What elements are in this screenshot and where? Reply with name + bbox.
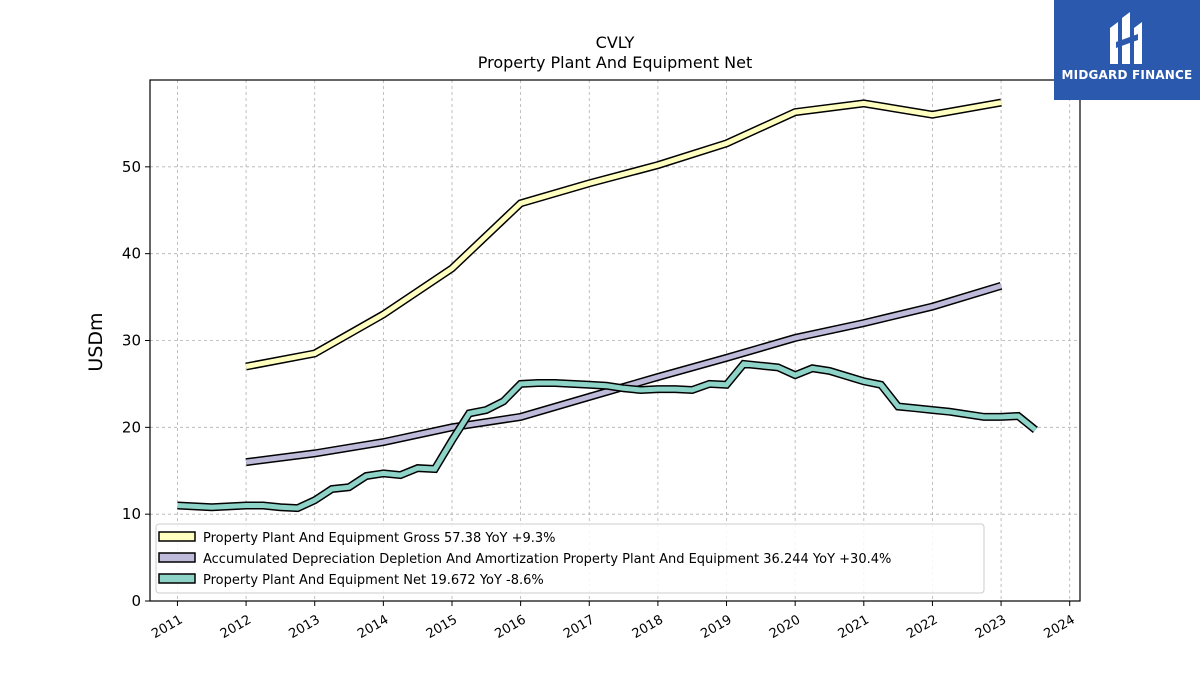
legend-swatch bbox=[158, 573, 196, 584]
legend-label: Property Plant And Equipment Gross 57.38… bbox=[203, 531, 556, 546]
chart-title: CVLY bbox=[596, 33, 635, 52]
series-outline bbox=[245, 281, 1003, 467]
x-tick-label: 2012 bbox=[218, 612, 254, 642]
legend-entry: Property Plant And Equipment Gross 57.38… bbox=[158, 531, 556, 546]
x-tick-label: 2015 bbox=[424, 612, 460, 642]
series-stroke bbox=[245, 283, 1002, 465]
legend-label: Accumulated Depreciation Depletion And A… bbox=[203, 552, 891, 567]
y-tick-label: 20 bbox=[122, 418, 141, 436]
brand-name: MIDGARD FINANCE bbox=[1061, 68, 1193, 82]
x-tick-label: 2022 bbox=[904, 612, 940, 642]
x-tick-label: 2018 bbox=[630, 612, 666, 642]
y-tick-label: 40 bbox=[122, 245, 141, 263]
y-tick-label: 30 bbox=[122, 332, 141, 350]
x-tick-label: 2019 bbox=[698, 612, 734, 642]
y-tick-label: 0 bbox=[131, 592, 141, 610]
x-axis: 2011 2012 2013 2014 2015 2016 2017 2018 2019 2020… bbox=[149, 601, 1078, 642]
series-1-line bbox=[245, 98, 1002, 371]
legend-box bbox=[155, 523, 985, 594]
y-axis: 0 10 20 30 40 50 bbox=[122, 158, 150, 610]
y-tick-label: 50 bbox=[122, 158, 141, 176]
chart-subtitle: Property Plant And Equipment Net bbox=[478, 53, 753, 72]
x-tick-label: 2024 bbox=[1042, 612, 1078, 642]
y-tick-label: 10 bbox=[122, 505, 141, 523]
x-tick-label: 2014 bbox=[355, 612, 391, 642]
legend: Property Plant And Equipment Gross 57.38… bbox=[155, 523, 985, 594]
series-3-line bbox=[177, 359, 1038, 513]
series-lines bbox=[177, 98, 1038, 513]
legend-entry: Property Plant And Equipment Net 19.672 … bbox=[158, 573, 544, 588]
x-tick-label: 2016 bbox=[492, 612, 528, 642]
x-tick-label: 2023 bbox=[973, 612, 1009, 642]
y-axis-label: USDm bbox=[85, 312, 107, 371]
midgard-logo-icon bbox=[1110, 12, 1142, 64]
legend-entry: Accumulated Depreciation Depletion And A… bbox=[158, 552, 891, 567]
midgard-finance-logo: MIDGARD FINANCE bbox=[1054, 0, 1200, 100]
series-2-line bbox=[245, 281, 1003, 467]
series-stroke bbox=[245, 100, 1002, 369]
grid-lines bbox=[150, 80, 1080, 602]
x-tick-label: 2021 bbox=[836, 612, 872, 642]
x-tick-label: 2017 bbox=[561, 612, 597, 642]
series-stroke bbox=[177, 361, 1037, 511]
legend-swatch bbox=[158, 531, 196, 542]
x-tick-label: 2011 bbox=[149, 612, 185, 642]
legend-label: Property Plant And Equipment Net 19.672 … bbox=[203, 573, 544, 588]
x-tick-label: 2020 bbox=[767, 612, 803, 642]
legend-swatch bbox=[158, 552, 196, 563]
x-tick-label: 2013 bbox=[287, 612, 323, 642]
